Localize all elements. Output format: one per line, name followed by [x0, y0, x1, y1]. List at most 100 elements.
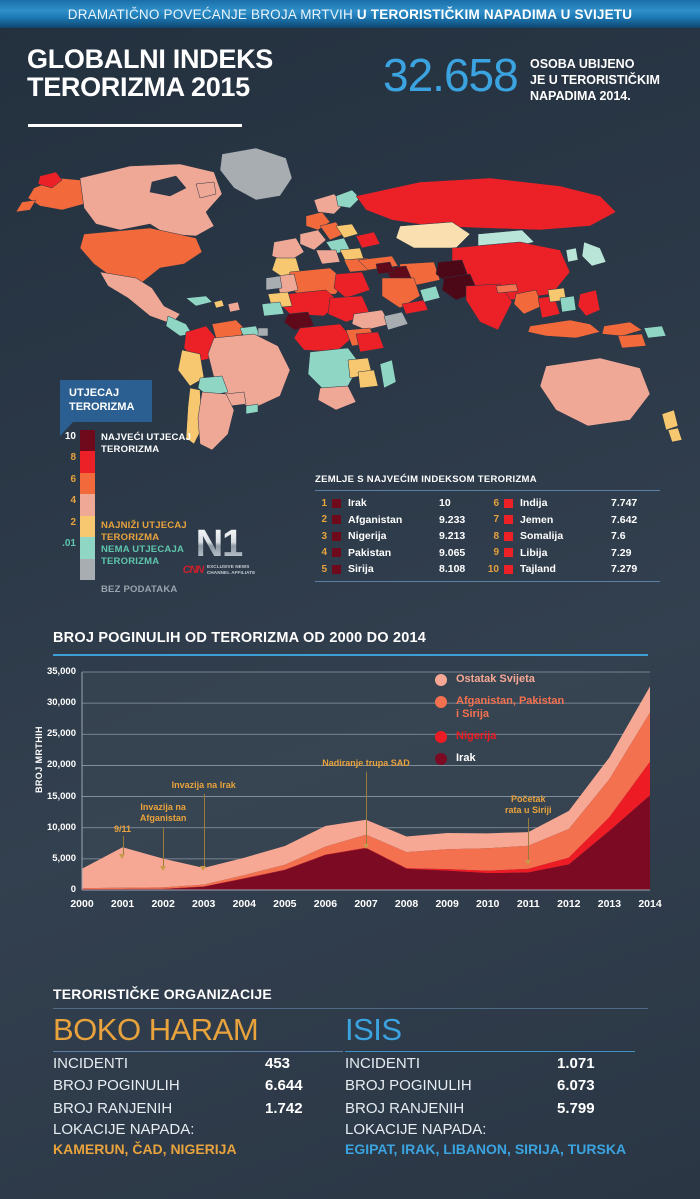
country-name: Somalija [520, 530, 564, 543]
table-row: 4 Pakistan 9.065 [315, 545, 487, 562]
cnn-affiliate-text: EXCLUSIVE NEWS CHANNEL AFFILIATE [207, 564, 255, 575]
chart-annotation-label: Nadiranje trupa SAD [296, 758, 436, 769]
org-row-wounded-bh: BROJ RANJENIH 1.742 [53, 1097, 343, 1119]
value-wounded-isis: 5.799 [557, 1099, 595, 1117]
impact-scale-ticks: 10 8 6 4 2 .01 [36, 430, 76, 580]
tooltip-line1: UTJECAJ [69, 387, 120, 399]
orgs-section-rule [53, 1008, 648, 1010]
label-incidents-bh: INCIDENTI [53, 1054, 128, 1072]
country-name: Afganistan [348, 513, 403, 526]
table-row: 8 Somalija 7.6 [487, 528, 659, 545]
country-rank: 10 [487, 563, 499, 575]
legend-label-line2: i Sirija [456, 707, 490, 720]
org-name-isis: ISIS [345, 1012, 402, 1047]
n1-logo-text: N1 [163, 525, 275, 563]
label-killed-isis: BROJ POGINULIH [345, 1077, 472, 1095]
country-table-col-right: 6 Indija 7.747 7 Jemen 7.642 8 Somalija 7.6 9 Libi… [487, 495, 659, 578]
country-rank: 1 [321, 497, 327, 509]
legend-label-line1: Afganistan, Pakistan [456, 695, 565, 707]
country-name: Libija [520, 546, 548, 559]
annotation-arrow [524, 860, 531, 865]
chart-area-series [82, 686, 650, 889]
page-title-line2: TERORIZMA 2015 [27, 71, 250, 102]
country-rank: 3 [321, 530, 327, 542]
annotation-line1: 9/11 [114, 824, 132, 834]
country-rank: 8 [493, 530, 499, 542]
country-score: 7.642 [611, 513, 638, 526]
chart-x-tick-label: 2004 [232, 898, 256, 910]
table-row: 7 Jemen 7.642 [487, 512, 659, 529]
legend-label-line1: Irak [456, 751, 476, 764]
country-table-body: 1 Irak 10 2 Afganistan 9.233 3 Nigerija 9.213 4 Pa… [315, 491, 660, 578]
country-score: 7.29 [611, 546, 632, 559]
country-color-swatch [332, 498, 341, 508]
label-locations-isis: LOKACIJE NAPADA: [345, 1120, 487, 1138]
chart-x-tick-label: 2011 [516, 898, 540, 910]
table-row: 2 Afganistan 9.233 [315, 512, 487, 529]
chart-title-rule [53, 654, 648, 656]
legend-label-line1: Nigerija [456, 729, 497, 742]
label-wounded-bh: BROJ RANJENIH [53, 1099, 173, 1117]
annotation-arrow [200, 866, 207, 871]
value-killed-isis: 6.073 [557, 1077, 595, 1095]
annotation-line2: Afganistan [139, 812, 187, 823]
country-rank: 9 [493, 547, 499, 559]
country-color-swatch [504, 531, 513, 541]
chart-x-tick-label: 2006 [313, 898, 338, 910]
annotation-leader-line [203, 794, 205, 866]
scale-tick: 2 [70, 516, 76, 528]
affiliate-line2: CHANNEL AFFILIATE [206, 570, 256, 575]
legend-color-dot [435, 730, 447, 743]
banner-bold-text: U TERORISTIČKIM NAPADIMA U SVIJETU [356, 6, 633, 22]
chart-annotation-label: 9/11 [53, 824, 193, 835]
deaths-chart-section: BROJ POGINULIH OD TERORIZMA OD 2000 DO 2… [0, 618, 700, 938]
legend-lowest-impact: NAJNIŽI UTJECAJ TERORIZMA [101, 520, 187, 544]
table-row: 5 Sirija 8.108 [315, 561, 487, 578]
scale-tick: 4 [70, 495, 76, 507]
legend-none-line1: NEMA UTJECAJA [101, 544, 185, 555]
table-row: 1 Irak 10 [315, 495, 487, 512]
chart-y-tick-label: 30,000 [46, 697, 76, 709]
legend-label-line1: Ostatak Svijeta [456, 673, 535, 685]
title-underline [28, 124, 242, 127]
chart-x-tick-label: 2003 [192, 898, 216, 910]
country-score: 8.108 [439, 563, 466, 576]
legend-color-dot [435, 696, 447, 708]
country-name: Irak [348, 497, 367, 510]
chart-y-tick-label: 5,000 [52, 852, 76, 864]
country-color-swatch [504, 548, 513, 558]
chart-legend-item: Afganistan, Pakistan i Sirija [435, 695, 564, 721]
headline-caption: OSOBA UBIJENO JE U TERORISTIČKIM NAPADIM… [530, 56, 660, 104]
legend-label: Irak [456, 752, 476, 765]
country-score: 9.065 [439, 546, 466, 559]
annotation-line1: Invazija na Irak [171, 780, 236, 790]
annotation-arrow [159, 866, 166, 871]
n1-logo: N1 CNN EXCLUSIVE NEWS CHANNEL AFFILIATE [163, 525, 275, 583]
annotation-leader-line [528, 818, 530, 860]
scale-tick: 10 [64, 431, 76, 442]
world-map-svg [15, 147, 683, 451]
org-row-wounded-isis: BROJ RANJENIH 5.799 [345, 1097, 635, 1119]
legend-color-dot [435, 752, 447, 765]
table-row: 6 Indija 7.747 [487, 495, 659, 512]
country-score: 9.233 [439, 513, 466, 526]
scale-segment [80, 472, 95, 495]
world-map [0, 138, 700, 468]
country-index-table: ZEMLJE S NAJVEĆIM INDEKSOM TERORIZMA 1 Ir… [315, 474, 660, 582]
country-color-swatch [332, 515, 341, 525]
country-score: 10 [439, 497, 451, 510]
scale-tick: 6 [70, 473, 76, 485]
org-name-rule-isis [345, 1050, 635, 1052]
map-legend-tooltip: UTJECAJ TERORIZMA [60, 380, 152, 422]
legend-no-impact: NEMA UTJECAJA TERORIZMA [101, 544, 184, 568]
headline-caption-line1: OSOBA UBIJENO [530, 57, 635, 71]
affiliate-line1: EXCLUSIVE NEWS [206, 564, 250, 570]
org-name-rule-bh [53, 1050, 343, 1052]
chart-area-series [82, 795, 650, 890]
tooltip-line2: TERORIZMA [69, 400, 135, 413]
legend-label: Nigerija [456, 730, 496, 743]
country-color-swatch [504, 515, 513, 525]
value-locations-bh: KAMERUN, ČAD, NIGERIJA [53, 1141, 237, 1158]
legend-highest-impact: NAJVEĆI UTJECAJ TERORIZMA [101, 432, 191, 456]
